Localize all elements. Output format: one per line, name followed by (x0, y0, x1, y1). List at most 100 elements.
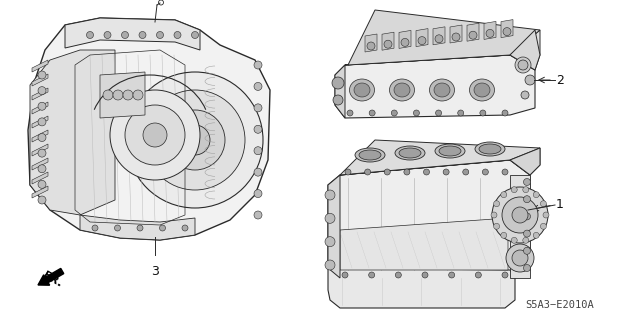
Circle shape (38, 102, 46, 110)
Circle shape (506, 244, 534, 272)
Polygon shape (28, 18, 270, 240)
Circle shape (145, 90, 245, 190)
Circle shape (540, 223, 547, 229)
Text: 1: 1 (556, 198, 564, 211)
Polygon shape (510, 148, 540, 175)
Circle shape (86, 32, 93, 39)
Circle shape (325, 190, 335, 200)
Circle shape (92, 225, 98, 231)
Polygon shape (32, 130, 48, 142)
Ellipse shape (435, 144, 465, 158)
Circle shape (418, 37, 426, 45)
Circle shape (521, 91, 529, 99)
Ellipse shape (359, 150, 381, 160)
Polygon shape (30, 50, 115, 215)
Polygon shape (32, 102, 48, 114)
Circle shape (524, 213, 531, 220)
Circle shape (369, 110, 375, 116)
Circle shape (325, 213, 335, 223)
Circle shape (137, 225, 143, 231)
Circle shape (369, 272, 374, 278)
Circle shape (38, 165, 46, 173)
Polygon shape (416, 29, 428, 47)
Ellipse shape (355, 148, 385, 162)
Circle shape (533, 232, 540, 238)
Polygon shape (65, 18, 200, 50)
Circle shape (182, 225, 188, 231)
Circle shape (391, 110, 397, 116)
Ellipse shape (354, 83, 370, 97)
Circle shape (449, 272, 454, 278)
Circle shape (524, 230, 531, 237)
Circle shape (401, 38, 409, 46)
Polygon shape (328, 160, 530, 278)
Text: FR.: FR. (41, 271, 64, 289)
Circle shape (38, 196, 46, 204)
Circle shape (491, 212, 497, 218)
Circle shape (347, 110, 353, 116)
Circle shape (113, 90, 123, 100)
Circle shape (435, 35, 443, 43)
Circle shape (492, 187, 548, 243)
Circle shape (502, 169, 508, 175)
Circle shape (365, 169, 371, 175)
FancyArrow shape (38, 268, 64, 285)
Circle shape (452, 33, 460, 41)
Polygon shape (100, 72, 145, 118)
Ellipse shape (390, 79, 415, 101)
Polygon shape (467, 23, 479, 41)
Circle shape (500, 192, 507, 198)
Circle shape (254, 82, 262, 90)
Circle shape (436, 110, 442, 116)
Polygon shape (32, 74, 48, 86)
Circle shape (38, 118, 46, 126)
Circle shape (115, 225, 120, 231)
Circle shape (125, 105, 185, 165)
Circle shape (103, 90, 113, 100)
Circle shape (174, 32, 181, 39)
Polygon shape (32, 116, 48, 128)
Polygon shape (32, 60, 48, 72)
Text: 3: 3 (151, 265, 159, 278)
Circle shape (443, 169, 449, 175)
Polygon shape (32, 158, 48, 170)
Circle shape (159, 225, 166, 231)
Circle shape (502, 110, 508, 116)
Circle shape (511, 187, 517, 193)
Circle shape (422, 272, 428, 278)
Ellipse shape (470, 79, 495, 101)
Ellipse shape (399, 148, 421, 158)
Polygon shape (340, 140, 540, 175)
Polygon shape (340, 218, 508, 270)
Polygon shape (340, 148, 540, 175)
Polygon shape (399, 30, 411, 48)
Circle shape (469, 31, 477, 39)
Polygon shape (501, 19, 513, 38)
Circle shape (133, 90, 143, 100)
Ellipse shape (475, 142, 505, 156)
Circle shape (254, 104, 262, 112)
Ellipse shape (479, 144, 501, 154)
Circle shape (165, 110, 225, 170)
Polygon shape (510, 30, 540, 70)
Circle shape (493, 223, 500, 229)
Circle shape (191, 32, 198, 39)
Circle shape (480, 110, 486, 116)
Circle shape (486, 29, 494, 37)
Polygon shape (345, 30, 540, 70)
Circle shape (463, 169, 468, 175)
Circle shape (413, 110, 419, 116)
Ellipse shape (394, 83, 410, 97)
Text: S5A3−E2010A: S5A3−E2010A (525, 300, 595, 310)
Circle shape (325, 237, 335, 247)
Circle shape (515, 57, 531, 73)
Polygon shape (328, 175, 340, 278)
Circle shape (483, 169, 488, 175)
Circle shape (104, 32, 111, 39)
Circle shape (533, 192, 540, 198)
Circle shape (396, 272, 401, 278)
Circle shape (502, 272, 508, 278)
Circle shape (424, 169, 429, 175)
Circle shape (476, 272, 481, 278)
Circle shape (493, 201, 500, 207)
